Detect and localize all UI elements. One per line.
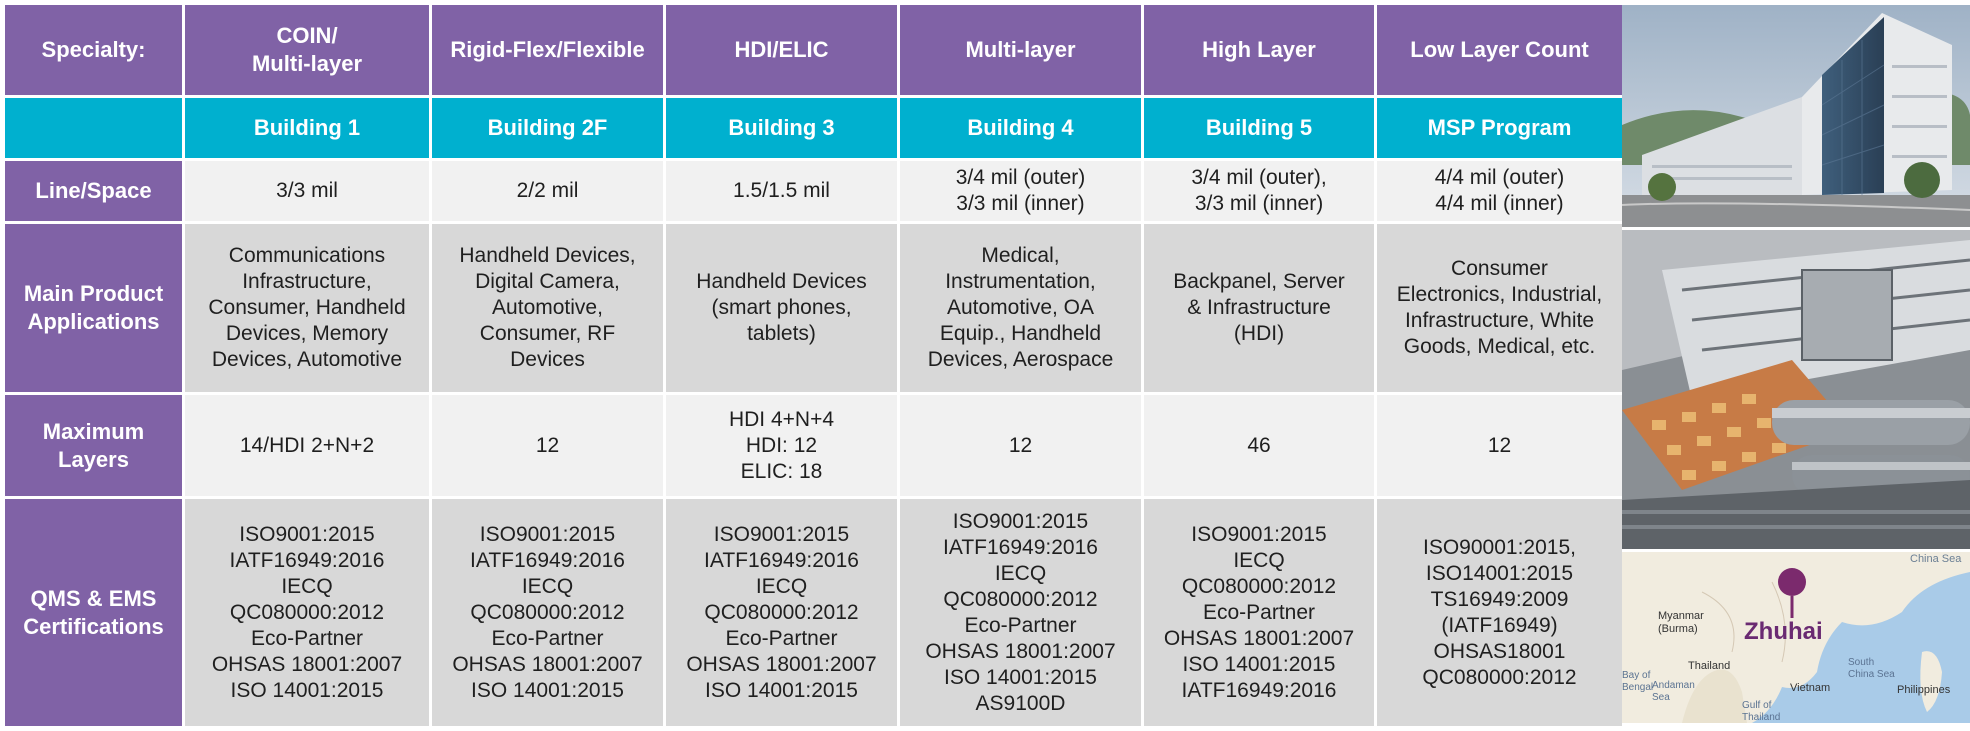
table-cell: ISO9001:2015 IATF16949:2016 IECQ QC08000… <box>900 499 1141 726</box>
table-cell: 3/4 mil (outer), 3/3 mil (inner) <box>1144 161 1374 221</box>
table-cell: Backpanel, Server & Infrastructure (HDI) <box>1144 224 1374 392</box>
table-cell: Consumer Electronics, Industrial, Infras… <box>1377 224 1622 392</box>
table-cell: 1.5/1.5 mil <box>666 161 897 221</box>
factory-building-photo <box>1622 5 1970 227</box>
specialty-low-layer-count: Low Layer Count <box>1377 5 1622 95</box>
table-cell: 46 <box>1144 395 1374 496</box>
map-place-label: Andaman Sea <box>1652 680 1695 703</box>
specialty-coin-multilayer: COIN/ Multi-layer <box>185 5 429 95</box>
building-5: Building 5 <box>1144 98 1374 158</box>
row-label-applications: Main Product Applications <box>5 224 182 392</box>
table-cell: 12 <box>432 395 663 496</box>
table-cell: ISO9001:2015 IATF16949:2016 IECQ QC08000… <box>185 499 429 726</box>
building-4: Building 4 <box>900 98 1141 158</box>
map-place-label: China Sea <box>1910 553 1962 565</box>
building-2f: Building 2F <box>432 98 663 158</box>
table-cell: Handheld Devices (smart phones, tablets) <box>666 224 897 392</box>
map-place-label: South China Sea <box>1848 657 1895 680</box>
location-map: Zhuhai China Sea Myanmar (Burma) Thailan… <box>1622 552 1970 723</box>
table-cell: 14/HDI 2+N+2 <box>185 395 429 496</box>
table-cell: 12 <box>900 395 1141 496</box>
table-cell: 12 <box>1377 395 1622 496</box>
specialty-multilayer: Multi-layer <box>900 5 1141 95</box>
row-label-certifications: QMS & EMS Certifications <box>5 499 182 726</box>
table-cell: 2/2 mil <box>432 161 663 221</box>
map-city-label: Zhuhai <box>1744 618 1823 645</box>
map-place-label: Vietnam <box>1790 682 1831 694</box>
specialty-hdi-elic: HDI/ELIC <box>666 5 897 95</box>
building-row-blank <box>5 98 182 158</box>
table-cell: ISO9001:2015 IATF16949:2016 IECQ QC08000… <box>666 499 897 726</box>
table-cell: Medical, Instrumentation, Automotive, OA… <box>900 224 1141 392</box>
table-cell: 3/4 mil (outer) 3/3 mil (inner) <box>900 161 1141 221</box>
building-3: Building 3 <box>666 98 897 158</box>
table-cell: Communications Infrastructure, Consumer,… <box>185 224 429 392</box>
table-cell: Handheld Devices, Digital Camera, Automo… <box>432 224 663 392</box>
capabilities-table: Specialty: COIN/ Multi-layer Rigid-Flex/… <box>5 5 1622 726</box>
specialty-label: Specialty: <box>5 5 182 95</box>
msp-program: MSP Program <box>1377 98 1622 158</box>
table-cell: ISO90001:2015, ISO14001:2015 TS16949:200… <box>1377 499 1622 726</box>
production-machine-photo <box>1622 230 1970 549</box>
table-cell: 3/3 mil <box>185 161 429 221</box>
row-label-line-space: Line/Space <box>5 161 182 221</box>
row-label-max-layers: Maximum Layers <box>5 395 182 496</box>
specialty-rigid-flex: Rigid-Flex/Flexible <box>432 5 663 95</box>
specialty-high-layer: High Layer <box>1144 5 1374 95</box>
table-cell: ISO9001:2015 IECQ QC080000:2012 Eco-Part… <box>1144 499 1374 726</box>
table-cell: HDI 4+N+4 HDI: 12 ELIC: 18 <box>666 395 897 496</box>
photo-column: Zhuhai China Sea Myanmar (Burma) Thailan… <box>1622 5 1970 723</box>
map-place-label: Philippines <box>1897 684 1951 696</box>
map-place-label: Bay of Bengal <box>1622 670 1654 693</box>
table-cell: 4/4 mil (outer) 4/4 mil (inner) <box>1377 161 1622 221</box>
building-1: Building 1 <box>185 98 429 158</box>
map-place-label: Myanmar (Burma) <box>1658 610 1704 635</box>
map-place-label: Gulf of Thailand <box>1742 700 1781 723</box>
map-place-label: Thailand <box>1688 660 1731 672</box>
table-cell: ISO9001:2015 IATF16949:2016 IECQ QC08000… <box>432 499 663 726</box>
